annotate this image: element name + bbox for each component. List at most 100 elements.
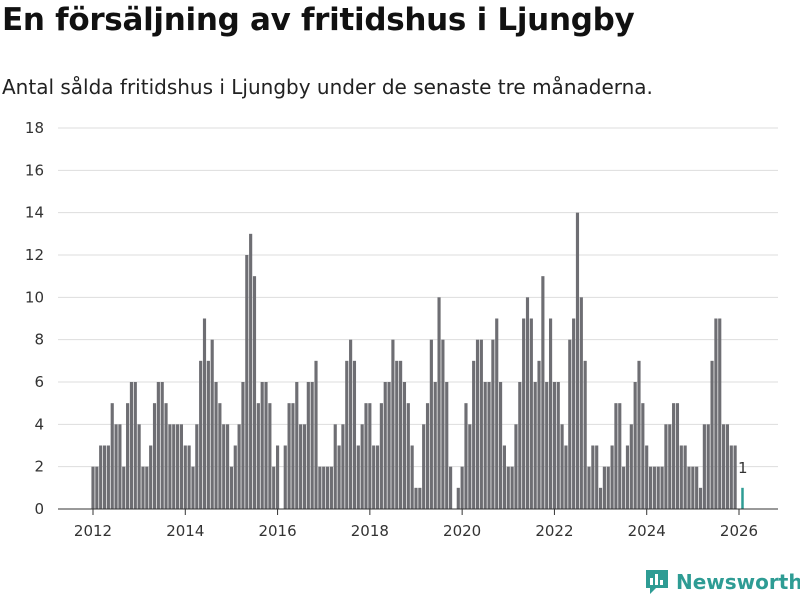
- gridlines: [58, 127, 778, 468]
- bar: [491, 339, 495, 509]
- bar: [210, 339, 214, 509]
- bar: [364, 403, 368, 509]
- bar: [687, 466, 691, 509]
- y-tick-label: 6: [34, 373, 44, 391]
- bar: [672, 403, 676, 509]
- bar: [214, 382, 218, 509]
- y-tick-label: 8: [34, 331, 44, 349]
- bar: [406, 403, 410, 509]
- bar: [614, 403, 618, 509]
- bar: [683, 445, 687, 509]
- bar: [341, 424, 345, 509]
- bar: [502, 445, 506, 509]
- bar: [395, 360, 399, 509]
- bar: [399, 360, 403, 509]
- x-tick-label: 2024: [628, 522, 666, 540]
- bar: [122, 466, 126, 509]
- bar: [414, 487, 418, 509]
- x-tick-label: 2022: [535, 522, 573, 540]
- bar: [391, 339, 395, 509]
- x-tick-label: 2012: [74, 522, 112, 540]
- bar: [691, 466, 695, 509]
- bar: [349, 339, 353, 509]
- bar: [283, 445, 287, 509]
- bar: [345, 360, 349, 509]
- bar: [287, 403, 291, 509]
- bar: [714, 318, 718, 509]
- bar: [468, 424, 472, 509]
- bar: [168, 424, 172, 509]
- bar: [675, 403, 680, 509]
- bar: [733, 445, 737, 509]
- bar: [118, 424, 122, 509]
- bar: [595, 445, 599, 509]
- bar: [114, 424, 118, 509]
- bar: [548, 318, 553, 509]
- bar: [233, 445, 237, 509]
- bar: [410, 445, 414, 509]
- bar: [152, 403, 157, 509]
- bar: [222, 424, 226, 509]
- bar: [333, 424, 337, 509]
- latest-value-label: 1: [738, 459, 748, 477]
- bar: [295, 382, 299, 509]
- y-tick-label: 2: [34, 458, 44, 476]
- bar: [660, 466, 664, 509]
- bar: [425, 403, 430, 509]
- bar: [645, 445, 649, 509]
- bar: [433, 382, 437, 509]
- bar: [622, 466, 626, 509]
- bar: [652, 466, 656, 509]
- bar: [418, 487, 422, 509]
- bar: [529, 318, 533, 509]
- bar: [402, 382, 407, 509]
- bar: [479, 339, 483, 509]
- bar: [95, 466, 99, 509]
- bar: [629, 424, 633, 509]
- bar: [625, 445, 630, 509]
- bar: [572, 318, 576, 509]
- bar: [160, 382, 164, 509]
- y-tick-label: 14: [25, 204, 44, 222]
- bar: [383, 382, 387, 509]
- bar: [464, 403, 468, 509]
- newsworthy-logo[interactable]: Newsworthy: [644, 568, 800, 596]
- bar: [329, 466, 333, 509]
- bar: [195, 424, 199, 509]
- bar: [387, 382, 391, 509]
- bar: [602, 466, 606, 509]
- bar: [698, 487, 703, 509]
- bar: [325, 466, 330, 509]
- bar: [637, 360, 641, 509]
- bar: [268, 403, 272, 509]
- bar-latest: [741, 487, 744, 509]
- bar: [252, 276, 257, 509]
- bar: [664, 424, 668, 509]
- bar: [164, 403, 168, 509]
- brand-name: Newsworthy: [676, 570, 800, 594]
- x-tick-label: 2026: [720, 522, 758, 540]
- bar: [356, 445, 360, 509]
- bar: [106, 445, 110, 509]
- bar: [606, 466, 610, 509]
- bar: [533, 382, 537, 509]
- bar: [145, 466, 149, 509]
- newsworthy-icon: [646, 570, 668, 594]
- bar: [495, 318, 499, 509]
- bar: [722, 424, 726, 509]
- bar: [514, 424, 518, 509]
- bar: [648, 466, 653, 509]
- bar: [241, 382, 245, 509]
- bar: [445, 382, 449, 509]
- bar: [545, 382, 549, 509]
- x-tick-label: 2018: [351, 522, 389, 540]
- bar: [237, 424, 241, 509]
- bar: [202, 318, 207, 509]
- bar: [91, 466, 95, 509]
- chart-title: En försäljning av fritidshus i Ljungby: [2, 2, 635, 38]
- y-tick-label: 12: [25, 246, 44, 264]
- bar: [537, 360, 541, 509]
- bar: [318, 466, 322, 509]
- bar: [226, 424, 230, 509]
- bar: [487, 382, 491, 509]
